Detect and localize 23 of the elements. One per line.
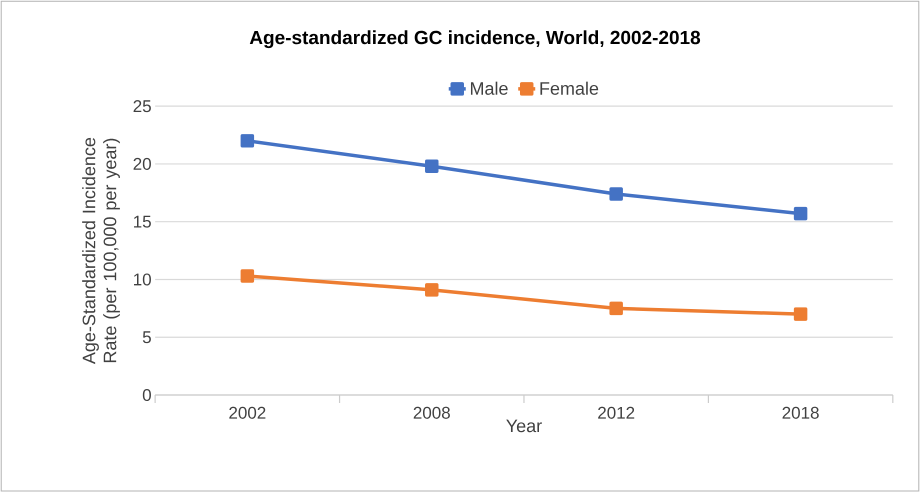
y-tick-label: 15 [134,216,151,228]
chart-title: Age-standardized GC incidence, World, 2002-2018 [250,30,700,48]
point [425,283,439,297]
y-tick-label: 20 [134,158,151,170]
y-tick-label: 10 [134,273,151,286]
point [240,269,254,283]
x-tick-label: 2008 [414,406,450,419]
y-tick-label: 25 [134,100,151,112]
x-axis-title: Year [506,420,542,432]
point [425,159,439,173]
legend-label: Male [470,82,508,95]
point [609,187,623,201]
y-tick-label: 5 [142,331,151,344]
y-axis-title: Age-Standardized Incidence Rate (per 100,000 per year) [82,138,120,364]
point [794,206,808,220]
point [794,307,808,321]
point [609,302,623,316]
point [240,134,254,148]
y-tick-label: 0 [142,388,151,401]
x-tick-label: 2018 [782,406,819,419]
legend-label: Female [540,82,598,95]
x-tick-label: 2002 [229,406,266,419]
x-tick-label: 2012 [598,406,634,419]
